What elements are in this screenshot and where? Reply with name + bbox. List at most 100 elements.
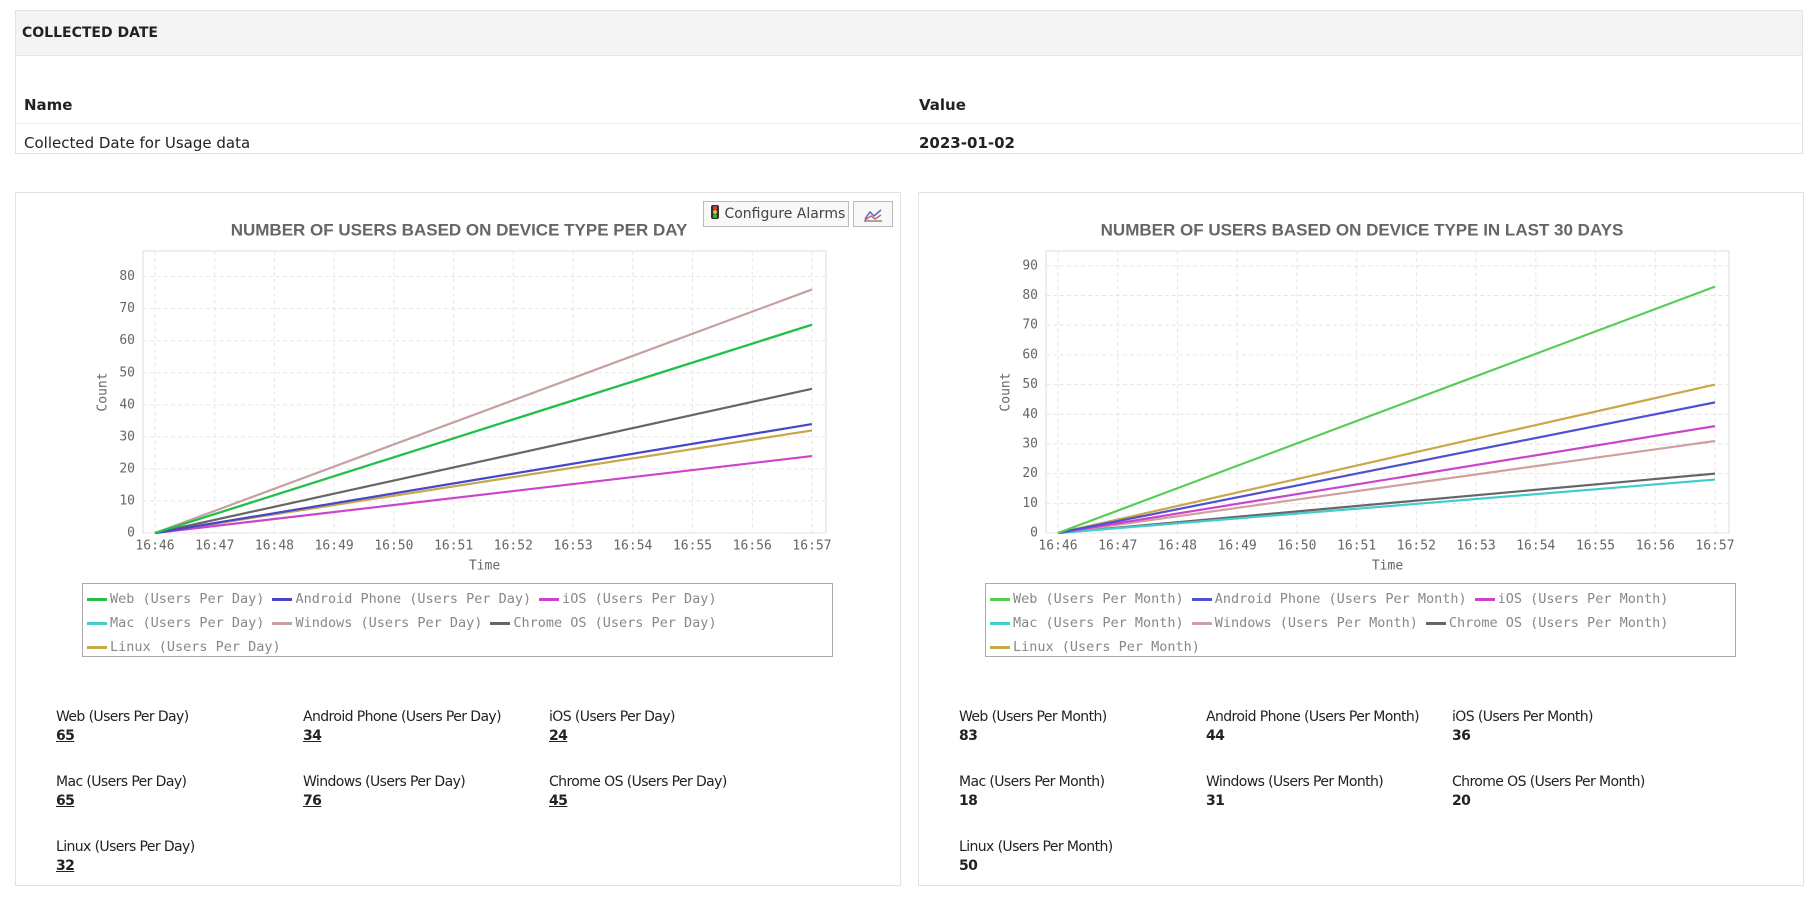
series-line [154,323,813,535]
summary-name: Windows (Users Per Month) [1206,774,1384,790]
summary-value[interactable]: 65 [56,793,75,809]
summary-name: Web (Users Per Day) [56,709,189,725]
y-tick-label: 80 [119,269,135,284]
summary-item: Android Phone (Users Per Day) 34 [303,709,533,744]
legend-label: Web (Users Per Day) [110,591,265,607]
plot-area [142,250,827,534]
legend-label: Web (Users Per Month) [1013,591,1184,607]
x-tick-label: 16:54 [613,539,652,554]
y-tick-label: 70 [1022,318,1038,333]
summary-item: Linux (Users Per Month) 50 [959,839,1189,874]
y-tick-label: 0 [127,526,135,541]
legend-swatch [990,597,1010,601]
x-tick-label: 16:49 [315,539,354,554]
column-header: Name [24,96,73,114]
column-header: Value [919,96,966,114]
summary-value: 83 [959,728,978,744]
legend-item: Windows (Users Per Day) [272,611,482,635]
legend-item: Windows (Users Per Month) [1191,611,1418,635]
summary-value[interactable]: 34 [303,728,322,744]
x-tick-label: 16:54 [1516,539,1555,554]
summary-item: Mac (Users Per Month) 18 [959,774,1189,809]
chart-panel: Configure Alarms NUMBER OF USERS BASED O… [15,192,901,886]
summary-value: 36 [1452,728,1471,744]
legend-item: Android Phone (Users Per Day) [272,587,531,611]
legend-label: Linux (Users Per Day) [110,639,281,655]
x-tick-label: 16:53 [1457,539,1496,554]
legend-item: Mac (Users Per Day) [87,611,264,635]
summary-item: Windows (Users Per Month) 31 [1206,774,1436,809]
summary-value[interactable]: 76 [303,793,322,809]
legend-item: Linux (Users Per Day) [87,635,281,659]
summary-value: 44 [1206,728,1225,744]
summary-value: 18 [959,793,978,809]
x-tick-label: 16:48 [1158,539,1197,554]
series-line [1057,425,1716,535]
legend-swatch [990,621,1010,625]
legend: Web (Users Per Day) Android Phone (Users … [82,583,833,657]
legend-label: Mac (Users Per Day) [110,615,265,631]
y-tick-label: 40 [1022,407,1038,422]
y-tick-label: 20 [119,461,135,476]
chart-type-button[interactable] [853,201,893,227]
summary-item: iOS (Users Per Day) 24 [549,709,779,744]
summary-name: Chrome OS (Users Per Month) [1452,774,1645,790]
x-tick-label: 16:46 [1038,539,1077,554]
legend-swatch [1191,597,1212,601]
summary-name: Chrome OS (Users Per Day) [549,774,727,790]
x-tick-label: 16:46 [135,539,174,554]
legend-swatch [1474,597,1495,601]
legend-label: Windows (Users Per Month) [1214,615,1418,631]
chart-title: NUMBER OF USERS BASED ON DEVICE TYPE IN … [1101,220,1624,239]
x-axis-label: Time [1372,559,1403,574]
legend-item: Chrome OS (Users Per Day) [490,611,717,635]
summary-item: iOS (Users Per Month) 36 [1452,709,1682,744]
legend-item: Android Phone (Users Per Month) [1191,587,1467,611]
legend-item: iOS (Users Per Day) [539,587,717,611]
line-chart: NUMBER OF USERS BASED ON DEVICE TYPE IN … [999,220,1735,574]
legend-item: Linux (Users Per Month) [990,635,1200,659]
summary-value[interactable]: 32 [56,858,75,874]
series-line [154,454,813,535]
summary-item: Web (Users Per Day) 65 [56,709,286,744]
y-tick-label: 10 [119,493,135,508]
y-tick-label: 40 [119,397,135,412]
cell: 2023-01-02 [919,134,1015,152]
legend-label: Android Phone (Users Per Month) [1214,591,1467,607]
summary-name: iOS (Users Per Day) [549,709,675,725]
y-tick-label: 30 [1022,436,1038,451]
y-tick-label: 90 [1022,258,1038,273]
cell: Collected Date for Usage data [24,134,251,152]
series-line [1057,439,1716,535]
legend: Web (Users Per Month) Android Phone (User… [985,583,1736,657]
summary-value[interactable]: 24 [549,728,568,744]
legend-swatch [272,621,293,625]
y-tick-label: 70 [119,301,135,316]
y-tick-label: 50 [1022,377,1038,392]
x-tick-label: 16:55 [673,539,712,554]
series-line [1057,478,1716,535]
button-label: Configure Alarms [724,206,846,222]
configure-alarms-button[interactable]: Configure Alarms [703,201,849,227]
y-tick-label: 60 [1022,347,1038,362]
summary-item: Web (Users Per Month) 83 [959,709,1189,744]
summary-item: Linux (Users Per Day) 32 [56,839,286,874]
summary-name: Android Phone (Users Per Day) [303,709,502,725]
panel-title: COLLECTED DATE [16,11,1802,56]
summary-value[interactable]: 65 [56,728,75,744]
summary-name: Mac (Users Per Month) [959,774,1105,790]
legend-swatch [87,597,107,601]
alarm-icon [711,205,719,219]
series-line [1057,401,1716,535]
summary-value[interactable]: 45 [549,793,568,809]
table-header: Name Value [16,87,1802,124]
legend-swatch [539,597,560,601]
summary-name: Linux (Users Per Month) [959,839,1113,855]
x-tick-label: 16:47 [195,539,234,554]
legend-swatch [87,621,107,625]
legend-label: iOS (Users Per Day) [562,591,717,607]
x-tick-label: 16:55 [1576,539,1615,554]
summary-item: Chrome OS (Users Per Day) 45 [549,774,779,809]
y-tick-label: 20 [1022,466,1038,481]
